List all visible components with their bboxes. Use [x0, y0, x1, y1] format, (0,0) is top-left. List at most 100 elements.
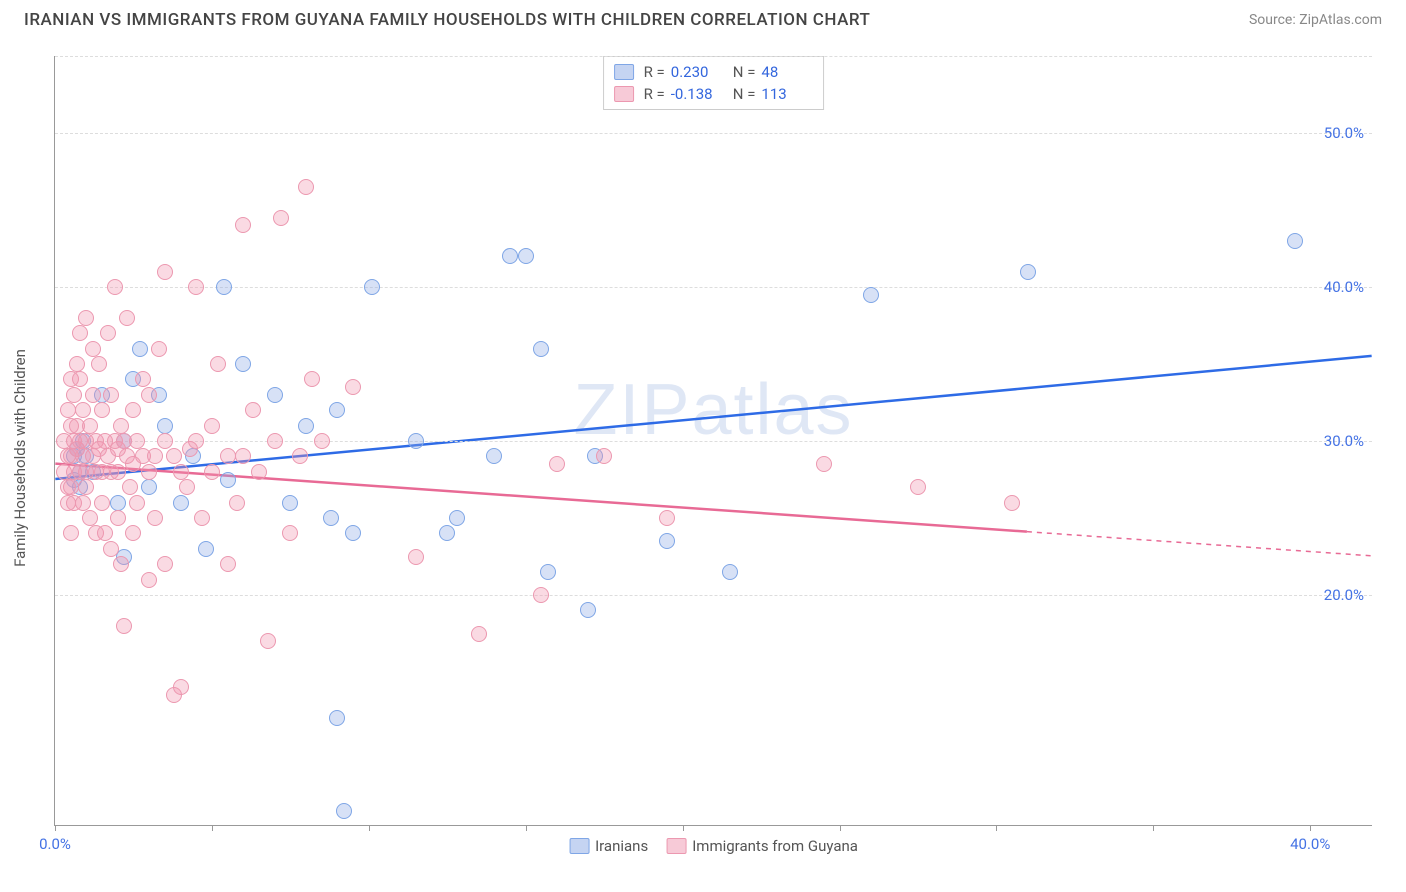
data-point [314, 433, 330, 449]
data-point [110, 495, 126, 511]
data-point [147, 448, 163, 464]
data-point [194, 510, 210, 526]
gridline [55, 56, 1372, 57]
series-legend: Iranians Immigrants from Guyana [569, 837, 858, 855]
source-label: Source: ZipAtlas.com [1249, 12, 1382, 28]
data-point [72, 325, 88, 341]
data-point [122, 479, 138, 495]
data-point [216, 279, 232, 295]
x-tick [369, 825, 370, 831]
data-point [596, 448, 612, 464]
swatch-a-icon [569, 838, 589, 854]
data-point [910, 479, 926, 495]
y-tick-label: 50.0% [1324, 124, 1364, 142]
data-point [235, 217, 251, 233]
data-point [103, 387, 119, 403]
data-point [63, 525, 79, 541]
data-point [173, 464, 189, 480]
data-point [173, 495, 189, 511]
gridline [55, 595, 1372, 596]
swatch-b-icon [666, 838, 686, 854]
data-point [486, 448, 502, 464]
data-point [147, 510, 163, 526]
data-point [540, 564, 556, 580]
stats-row-b: R = -0.138 N = 113 [614, 83, 814, 105]
data-point [220, 448, 236, 464]
data-point [304, 371, 320, 387]
data-point [129, 495, 145, 511]
x-tick [840, 825, 841, 831]
data-point [533, 587, 549, 603]
data-point [229, 495, 245, 511]
r-label: R = [644, 63, 665, 81]
y-axis-label: Family Households with Children [11, 349, 29, 567]
x-tick [996, 825, 997, 831]
data-point [85, 341, 101, 357]
data-point [129, 433, 145, 449]
chart-title: IRANIAN VS IMMIGRANTS FROM GUYANA FAMILY… [24, 10, 870, 30]
data-point [364, 279, 380, 295]
legend-item-a: Iranians [569, 837, 648, 855]
data-point [518, 248, 534, 264]
data-point [210, 356, 226, 372]
data-point [173, 679, 189, 695]
data-point [235, 356, 251, 372]
data-point [220, 556, 236, 572]
data-point [198, 541, 214, 557]
data-point [1020, 264, 1036, 280]
data-point [204, 418, 220, 434]
data-point [260, 633, 276, 649]
data-point [282, 495, 298, 511]
x-tick [1310, 825, 1311, 831]
y-tick-label: 30.0% [1324, 432, 1364, 450]
x-tick [683, 825, 684, 831]
x-tick [1153, 825, 1154, 831]
data-point [132, 341, 148, 357]
n-label: N = [733, 63, 756, 81]
swatch-a-icon [614, 64, 634, 80]
data-point [863, 287, 879, 303]
watermark: ZIPatlas [573, 369, 853, 451]
data-point [113, 418, 129, 434]
data-point [329, 402, 345, 418]
data-point [267, 433, 283, 449]
data-point [1004, 495, 1020, 511]
data-point [94, 495, 110, 511]
data-point [125, 402, 141, 418]
data-point [471, 626, 487, 642]
chart-container: Family Households with Children ZIPatlas… [24, 48, 1382, 868]
data-point [157, 418, 173, 434]
n-value-b: 113 [761, 85, 813, 103]
y-tick-label: 20.0% [1324, 586, 1364, 604]
data-point [69, 356, 85, 372]
gridline [55, 287, 1372, 288]
data-point [235, 448, 251, 464]
data-point [439, 525, 455, 541]
r-label: R = [644, 85, 665, 103]
data-point [204, 464, 220, 480]
data-point [659, 510, 675, 526]
data-point [722, 564, 738, 580]
data-point [323, 510, 339, 526]
data-point [60, 402, 76, 418]
data-point [82, 510, 98, 526]
data-point [298, 179, 314, 195]
data-point [179, 479, 195, 495]
data-point [166, 448, 182, 464]
gridline [55, 133, 1372, 134]
stats-legend: R = 0.230 N = 48 R = -0.138 N = 113 [603, 56, 825, 110]
data-point [157, 433, 173, 449]
data-point [1287, 233, 1303, 249]
data-point [292, 448, 308, 464]
y-tick-label: 40.0% [1324, 278, 1364, 296]
data-point [188, 279, 204, 295]
data-point [345, 379, 361, 395]
data-point [533, 341, 549, 357]
data-point [91, 356, 107, 372]
data-point [141, 572, 157, 588]
data-point [72, 371, 88, 387]
stats-row-a: R = 0.230 N = 48 [614, 61, 814, 83]
n-value-a: 48 [761, 63, 813, 81]
data-point [135, 371, 151, 387]
data-point [141, 479, 157, 495]
